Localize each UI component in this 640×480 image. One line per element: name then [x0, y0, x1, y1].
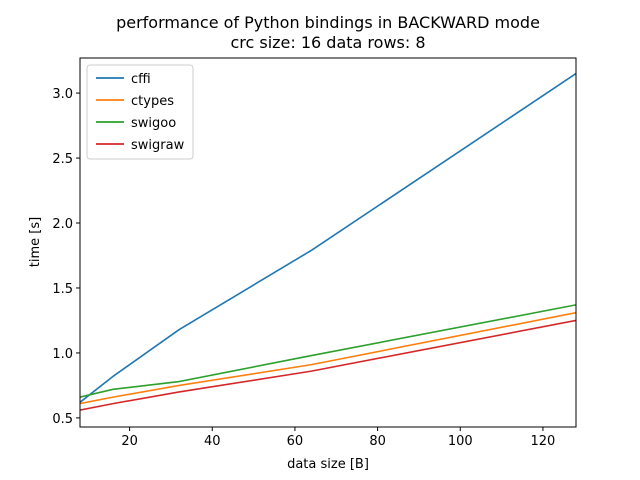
y-tick-label: 2.5 [52, 152, 73, 167]
y-axis-label: time [s] [28, 217, 43, 267]
legend-entry-ctypes: ctypes [131, 94, 174, 109]
legend-entry-swigoo: swigoo [131, 116, 176, 131]
legend-frame [86, 64, 194, 160]
x-tick-label: 120 [531, 434, 556, 449]
series-line-swigoo [80, 304, 576, 398]
y-tick-label: 1.0 [52, 347, 73, 362]
chart-subtitle: crc size: 16 data rows: 8 [230, 33, 425, 52]
x-tick-label: 20 [121, 434, 138, 449]
y-tick-label: 0.5 [52, 412, 73, 427]
legend-entry-cffi: cffi [131, 72, 151, 87]
x-tick-label: 40 [204, 434, 221, 449]
x-tick-label: 60 [287, 434, 304, 449]
series-line-ctypes [80, 311, 576, 405]
x-axis-label: data size [B] [287, 457, 369, 472]
x-tick-label: 80 [369, 434, 386, 449]
x-tick-label: 100 [448, 434, 473, 449]
y-tick-label: 3.0 [52, 87, 73, 102]
series-line-swigraw [80, 319, 576, 411]
series-line-cffi [80, 72, 576, 403]
plot-area [80, 72, 576, 411]
x-axis: 20 40 60 80 100 120 [121, 427, 555, 449]
chart-title: performance of Python bindings in BACKWA… [116, 13, 540, 32]
legend: cffi ctypes swigoo swigraw [86, 64, 194, 160]
y-axis: 0.5 1.0 1.5 2.0 2.5 3.0 [52, 87, 80, 427]
plot-frame [79, 57, 577, 428]
legend-entry-swigraw: swigraw [131, 138, 185, 153]
y-tick-label: 1.5 [52, 282, 73, 297]
y-tick-label: 2.0 [52, 217, 73, 232]
